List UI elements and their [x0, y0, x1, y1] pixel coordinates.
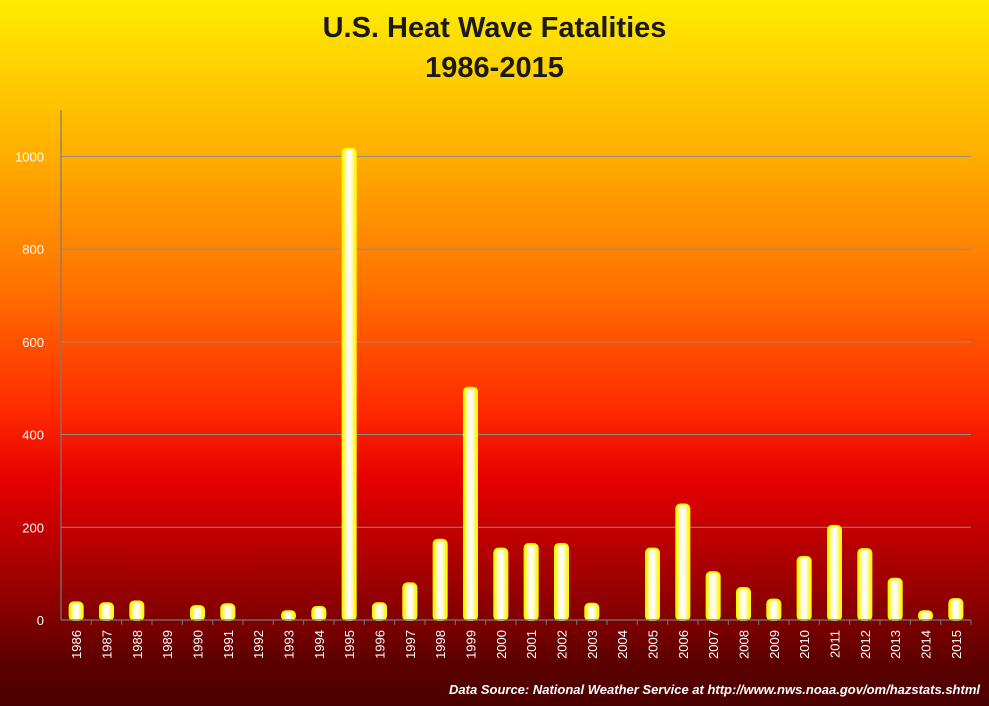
bar-2015: [948, 598, 964, 621]
data-source-note: Data Source: National Weather Service at…: [449, 682, 980, 697]
x-tick-label: 1999: [464, 630, 479, 659]
x-tick-label: 1998: [433, 630, 448, 659]
x-tick-label: 2000: [494, 630, 509, 659]
y-tick-label: 0: [37, 613, 44, 628]
bar-1996: [372, 602, 387, 621]
chart-subtitle: 1986-2015: [425, 52, 564, 84]
x-tick-label: 2014: [919, 630, 934, 659]
bar-2009: [766, 598, 782, 621]
bar-2005: [645, 547, 660, 621]
bar-2003: [584, 602, 600, 621]
bar-2001: [523, 542, 539, 621]
bar-2013: [887, 577, 903, 622]
axes: [60, 110, 972, 625]
x-tick-label: 1993: [282, 630, 297, 659]
y-tick-label: 200: [22, 520, 44, 535]
bar-2000: [493, 547, 509, 621]
bar-2006: [675, 503, 691, 621]
x-tick-label: 2007: [706, 630, 721, 659]
x-tick-label: 2002: [555, 630, 570, 659]
x-tick-label: 2008: [737, 630, 752, 659]
y-tick-label: 1000: [15, 149, 44, 164]
bar-2014: [918, 610, 933, 622]
y-tick-labels: 0 200 400 600 800 1000: [15, 149, 44, 628]
bar-1995: [341, 147, 357, 621]
x-tick-label: 1987: [100, 630, 115, 659]
x-tick-label: 2001: [524, 630, 539, 659]
x-tick-label: 2003: [585, 630, 600, 659]
bar-1998: [432, 538, 448, 621]
chart-title: U.S. Heat Wave Fatalities: [322, 12, 667, 44]
bar-1999: [463, 386, 478, 621]
bar-2011: [827, 524, 842, 622]
bar-2012: [857, 548, 873, 622]
x-tick-labels: 1986 1987 1988 1989 1990 1991 1992 1993 1994 1995…: [69, 630, 964, 659]
bar-1986: [68, 601, 84, 622]
x-tick-label: 2004: [615, 630, 630, 659]
x-tick-label: 2009: [767, 630, 782, 659]
x-tick-label: 2015: [949, 630, 964, 659]
x-tick-label: 1994: [312, 630, 327, 659]
bar-1993: [281, 610, 296, 622]
x-tick-label: 1997: [403, 630, 418, 659]
x-tick-label: 1988: [130, 630, 145, 659]
x-tick-label: 1986: [69, 630, 84, 659]
x-tick-label: 2010: [797, 630, 812, 659]
x-tick-label: 1991: [221, 630, 236, 659]
bars: [68, 147, 964, 622]
bar-1990: [190, 605, 205, 621]
x-tick-label: 2012: [858, 630, 873, 659]
bar-2007: [705, 571, 721, 622]
bar-2008: [736, 587, 751, 622]
x-tick-label: 1990: [191, 630, 206, 659]
x-tick-label: 2005: [646, 630, 661, 659]
y-tick-label: 400: [22, 428, 44, 443]
x-tick-label: 2011: [828, 630, 843, 658]
bar-1994: [311, 606, 327, 622]
x-tick-label: 2013: [888, 630, 903, 659]
y-tick-label: 600: [22, 335, 44, 350]
x-tick-label: 1995: [342, 630, 357, 659]
y-tick-label: 800: [22, 242, 44, 257]
x-tick-label: 2006: [676, 630, 691, 659]
bar-2002: [554, 542, 569, 621]
bar-1988: [129, 600, 145, 621]
x-tick-label: 1992: [251, 630, 266, 659]
x-tick-label: 1996: [373, 630, 388, 659]
bar-1987: [99, 602, 114, 621]
bar-1991: [220, 603, 236, 622]
bar-1997: [402, 582, 418, 622]
gridlines: [61, 155, 971, 528]
bar-2010: [796, 555, 812, 621]
x-tick-label: 1989: [160, 630, 175, 659]
